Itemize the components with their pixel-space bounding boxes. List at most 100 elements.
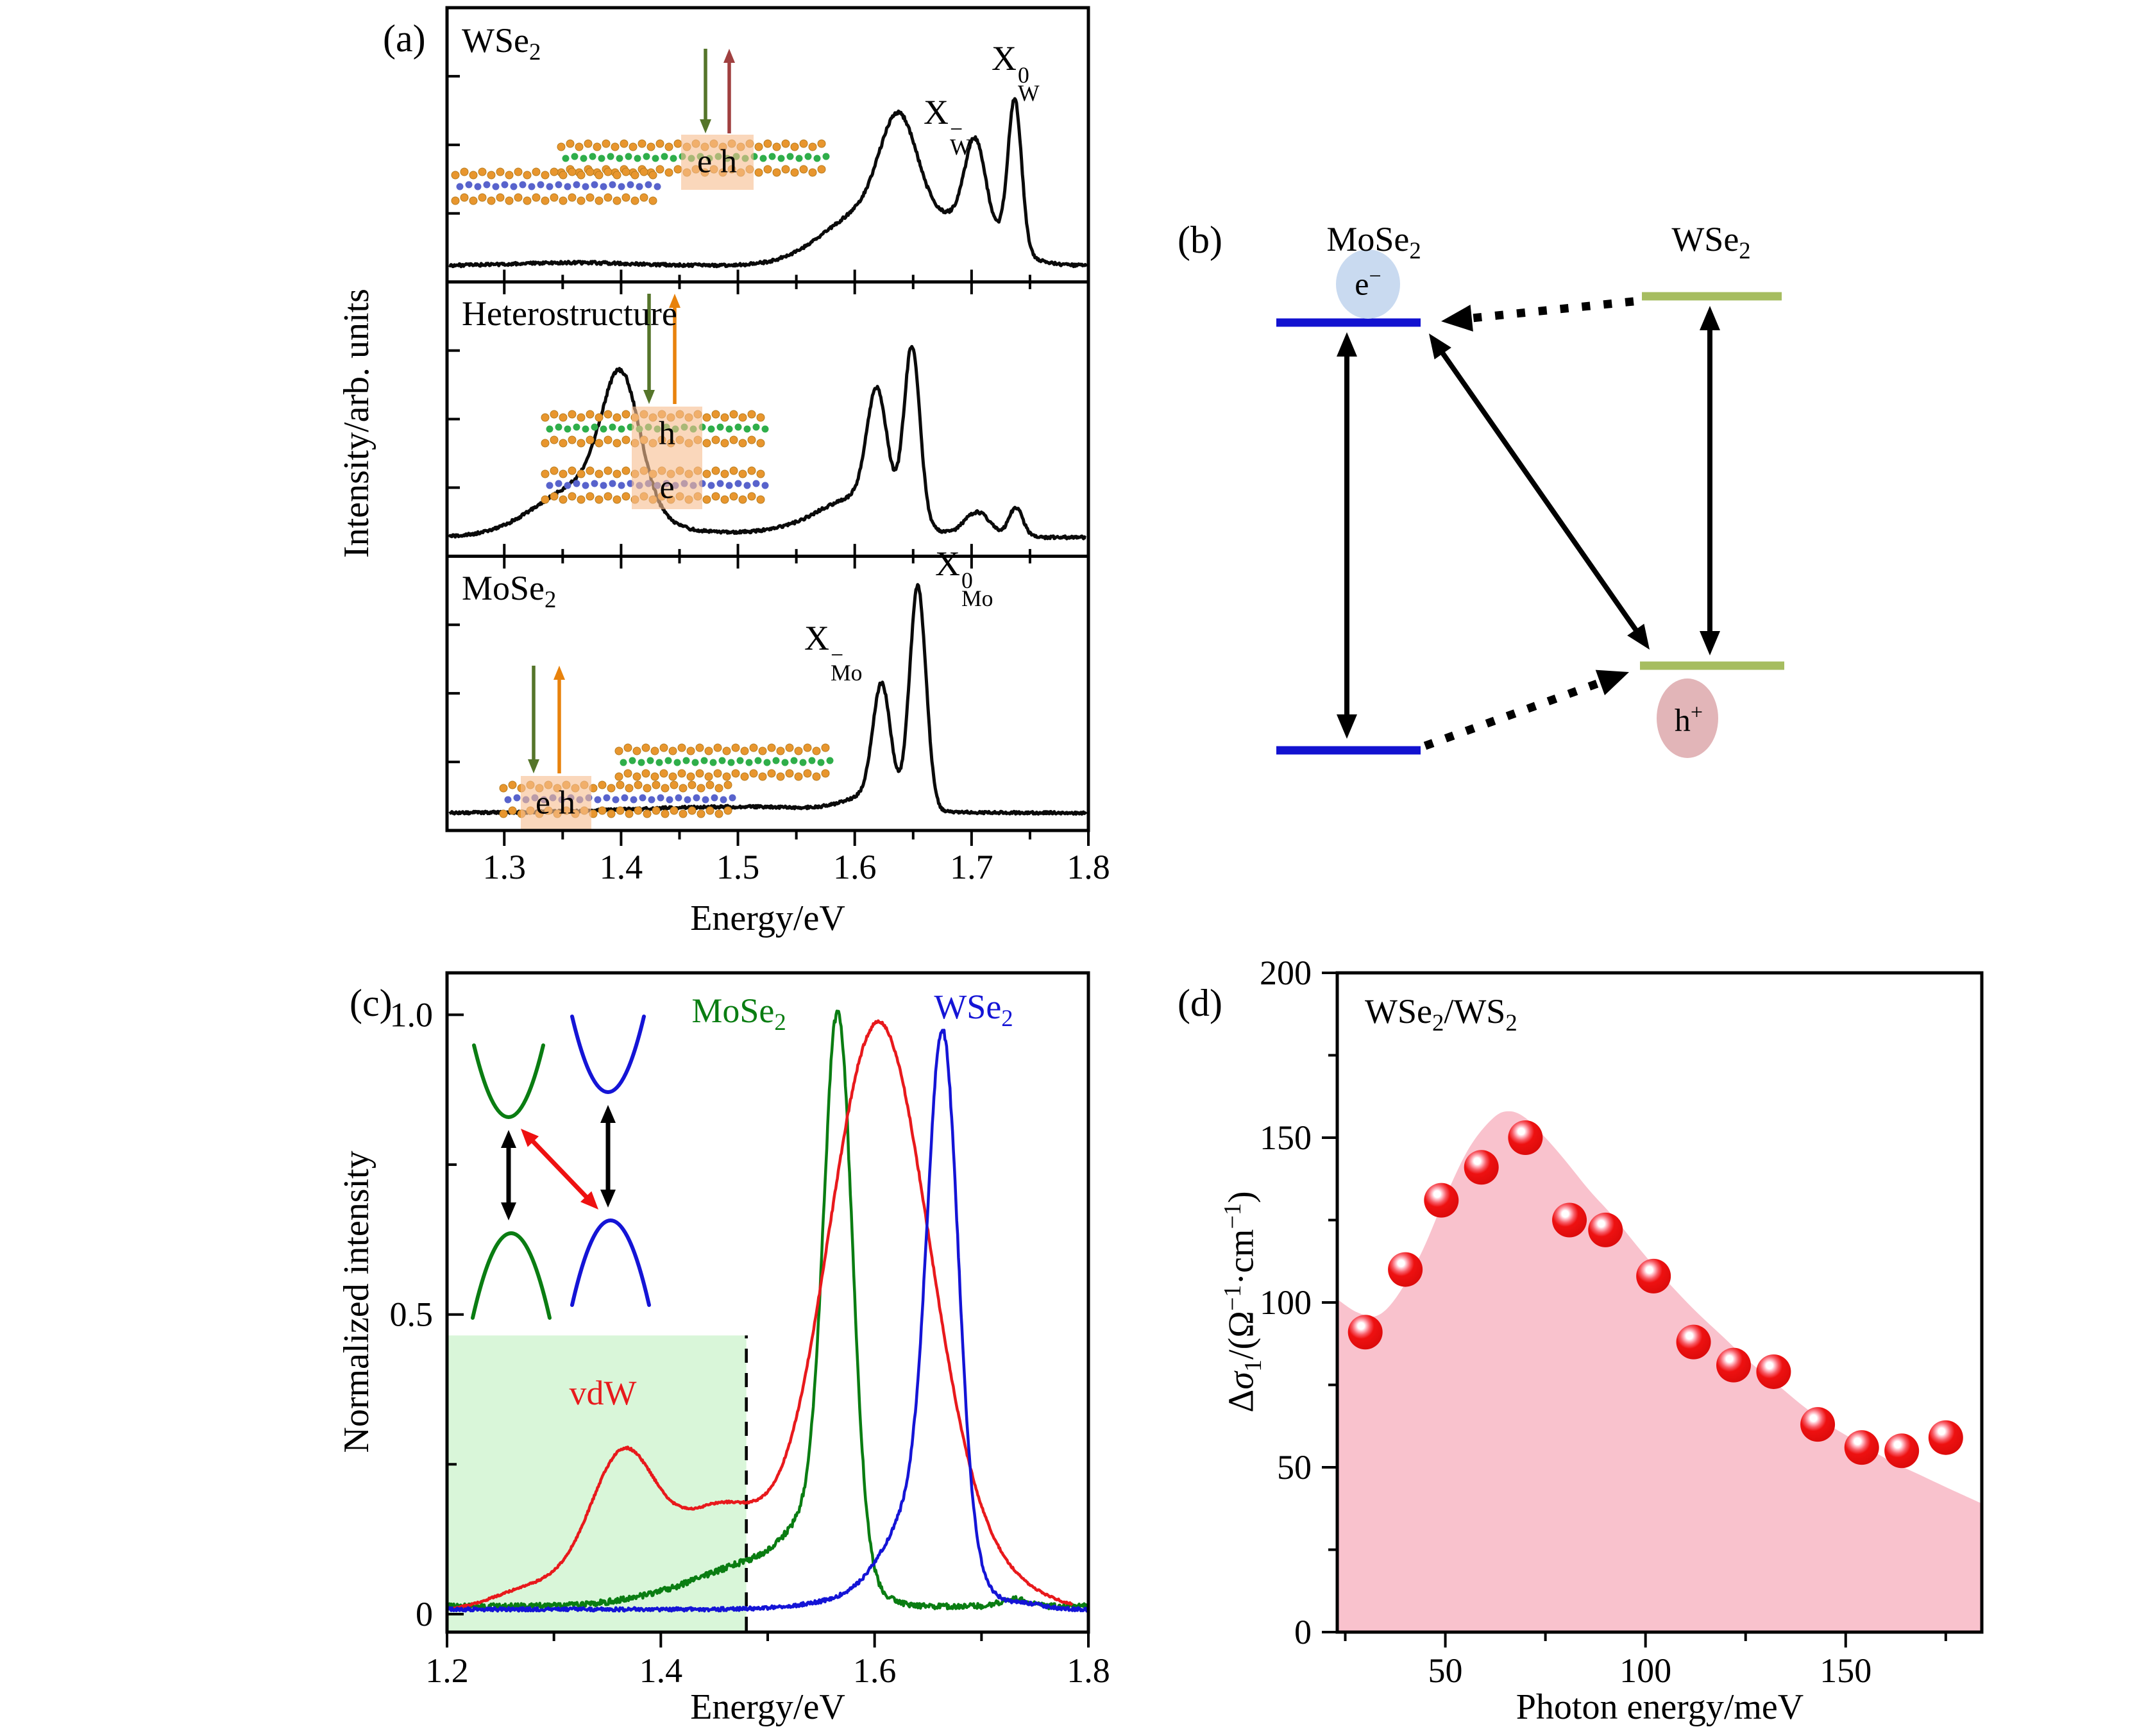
- spectrum-curve-wse2: [448, 97, 1088, 269]
- monolayer-wse2: [614, 743, 834, 781]
- panel-d-y-axis-title: Δσ1/(Ω−1·cm−1): [1219, 1191, 1267, 1413]
- svg-text:1.4: 1.4: [600, 848, 643, 886]
- mose2-direct-transition: [501, 1130, 516, 1220]
- panel-c-wse2-legend: WSe2: [934, 988, 1013, 1031]
- panel-a-inset-0: [451, 49, 830, 205]
- svg-text:1.8: 1.8: [1067, 1651, 1110, 1690]
- panel-a-heterostructure-title: Heterostructure: [462, 294, 677, 333]
- pl-curve-mose2: [445, 1009, 1090, 1611]
- data-point: [1636, 1258, 1671, 1294]
- inset-hole-label: h: [659, 415, 675, 452]
- svg-text:0: 0: [1294, 1613, 1312, 1651]
- model-conductivity-area: [1337, 1111, 1982, 1632]
- panel-a-wse2-title: WSe2: [462, 21, 541, 65]
- data-point: [1928, 1420, 1963, 1455]
- panel-d: 50 100 150 0 50 100 150 200: [1260, 954, 1984, 1690]
- panel-a: 1.3 1.4 1.5 1.6 1.7 1.8: [445, 6, 1110, 886]
- electron-label: e−: [1355, 264, 1381, 302]
- panel-d-letter: (d): [1178, 982, 1222, 1024]
- data-point: [1388, 1252, 1423, 1287]
- data-point: [1756, 1354, 1791, 1389]
- panel-c-inset-band-diagram: [471, 1015, 651, 1320]
- exciton-highlight-box: [632, 407, 702, 509]
- panel-a-y-axis-title: Intensity/arb. units: [337, 289, 376, 558]
- interlayer-transition: [1429, 333, 1650, 650]
- panel-b-letter: (b): [1178, 219, 1222, 261]
- svg-text:1.7: 1.7: [950, 848, 993, 886]
- svg-text:1.4: 1.4: [639, 1651, 683, 1690]
- hole-label: h+: [1674, 700, 1703, 738]
- exciton-highlight-box: [521, 776, 591, 830]
- mose2-valence-band: [471, 1231, 552, 1320]
- electron-circle: [1336, 249, 1400, 319]
- inset-eh-pair-label: e h: [535, 784, 576, 822]
- data-point: [1348, 1315, 1383, 1350]
- wse2-conduction-band: [570, 1015, 646, 1094]
- hole-transfer: [1423, 670, 1629, 750]
- panel-c-letter: (c): [350, 982, 393, 1024]
- vdw-emission-shaded-region: [447, 1335, 747, 1631]
- data-point: [1800, 1407, 1836, 1442]
- panel-d-x-axis-title: Photon energy/meV: [1516, 1687, 1804, 1727]
- panel-c: 1.2 1.4 1.6 1.8 0 0.5 1.0: [390, 971, 1110, 1690]
- panel-c-vdw-label: vdW: [569, 1374, 637, 1412]
- annotation-xw-trion: X − W: [924, 93, 972, 160]
- panel-c-y-axis-title: Normalized intensity: [337, 1150, 376, 1453]
- panel-d-sample-label: WSe2/WS2: [1365, 992, 1517, 1036]
- svg-text:150: 150: [1260, 1118, 1312, 1157]
- svg-text:50: 50: [1428, 1651, 1463, 1690]
- data-point: [1424, 1183, 1459, 1218]
- svg-text:1.3: 1.3: [483, 848, 527, 886]
- svg-text:0.5: 0.5: [390, 1295, 434, 1334]
- svg-text:50: 50: [1277, 1448, 1312, 1487]
- mose2-intralayer-transition: [1337, 332, 1357, 739]
- svg-text:100: 100: [1619, 1651, 1671, 1690]
- svg-text:100: 100: [1260, 1283, 1312, 1322]
- wse2-direct-transition: [600, 1105, 616, 1208]
- panel-a-letter: (a): [383, 17, 426, 60]
- data-point: [1676, 1324, 1711, 1360]
- svg-text:1.5: 1.5: [716, 848, 760, 886]
- panel-c-mose2-legend: MoSe2: [691, 991, 786, 1035]
- svg-text:1.6: 1.6: [833, 848, 877, 886]
- svg-text:150: 150: [1820, 1651, 1871, 1690]
- panel-a-x-axis-title: Energy/eV: [690, 898, 845, 938]
- data-points: [1348, 1120, 1963, 1469]
- monolayer-mose2: [451, 167, 661, 205]
- annotation-xmo-trion: X − Mo: [804, 619, 863, 686]
- electron-transfer: [1441, 297, 1634, 332]
- wse2-valence-band: [570, 1218, 651, 1307]
- panel-b-wse2-label: WSe2: [1671, 220, 1751, 264]
- data-point: [1716, 1347, 1751, 1383]
- panel-b: [1276, 249, 1784, 758]
- data-point: [1508, 1120, 1543, 1155]
- wse2-intralayer-transition: [1700, 306, 1720, 655]
- svg-text:1.8: 1.8: [1067, 848, 1110, 886]
- mose2-conduction-band: [472, 1043, 545, 1119]
- annotation-xmo-exciton: X 0 Mo: [935, 544, 993, 612]
- hole-circle: [1657, 678, 1718, 758]
- panel-a-inset-1: [541, 294, 769, 509]
- data-point: [1844, 1430, 1879, 1465]
- data-point: [1552, 1202, 1587, 1238]
- panel-a-mose2-title: MoSe2: [462, 569, 557, 612]
- exciton-highlight-box: [681, 135, 754, 190]
- svg-text:1.6: 1.6: [853, 1651, 897, 1690]
- data-point: [1588, 1212, 1623, 1247]
- panel-a-inset-2: [499, 666, 834, 830]
- data-point: [1464, 1150, 1499, 1185]
- inset-eh-pair-label: e h: [697, 143, 738, 180]
- svg-text:200: 200: [1260, 954, 1312, 992]
- panel-c-x-axis-title: Energy/eV: [690, 1687, 845, 1727]
- svg-text:1.2: 1.2: [425, 1651, 469, 1690]
- panel-b-mose2-label: MoSe2: [1326, 220, 1421, 264]
- svg-text:0: 0: [416, 1595, 433, 1633]
- svg-text:1.0: 1.0: [390, 995, 434, 1034]
- inset-electron-label: e: [659, 469, 675, 506]
- pl-curve-wse2: [446, 1029, 1089, 1613]
- interlayer-transition: [521, 1129, 598, 1209]
- data-point: [1884, 1433, 1920, 1469]
